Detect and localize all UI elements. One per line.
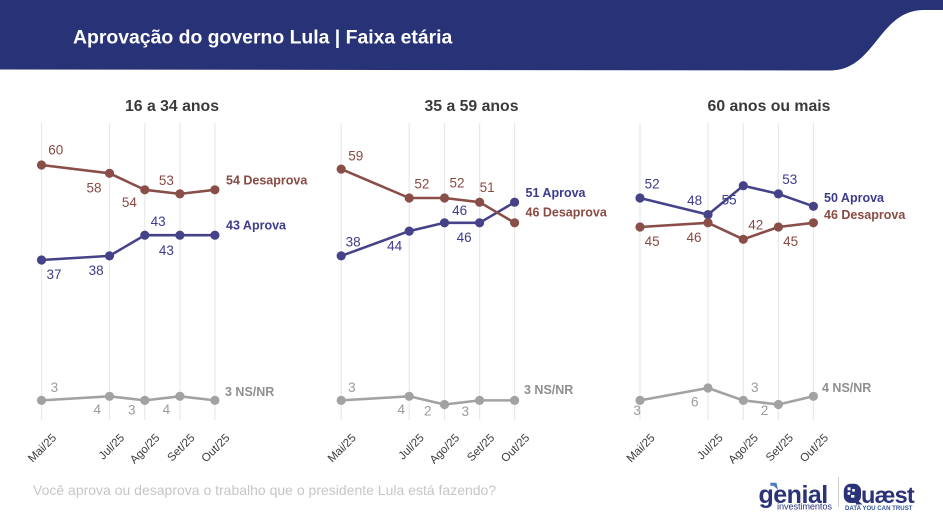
svg-text:45: 45 bbox=[645, 234, 660, 249]
svg-text:48: 48 bbox=[687, 193, 702, 208]
svg-text:3: 3 bbox=[633, 403, 641, 418]
svg-text:35 a 59 anos: 35 a 59 anos bbox=[425, 98, 519, 115]
svg-text:60: 60 bbox=[48, 143, 63, 158]
svg-text:4: 4 bbox=[397, 402, 405, 417]
svg-text:53: 53 bbox=[159, 173, 174, 188]
svg-text:46 Desaprova: 46 Desaprova bbox=[526, 206, 608, 220]
svg-text:51 Aprova: 51 Aprova bbox=[526, 186, 587, 200]
svg-text:4: 4 bbox=[163, 402, 171, 417]
svg-text:3 NS/NR: 3 NS/NR bbox=[225, 385, 274, 399]
svg-text:44: 44 bbox=[387, 238, 403, 253]
svg-text:46 Desaprova: 46 Desaprova bbox=[824, 208, 906, 222]
svg-text:3: 3 bbox=[348, 380, 356, 395]
svg-text:37: 37 bbox=[46, 267, 61, 282]
svg-text:3: 3 bbox=[128, 403, 136, 418]
svg-text:6: 6 bbox=[691, 394, 699, 409]
svg-text:3: 3 bbox=[751, 380, 759, 395]
svg-text:59: 59 bbox=[348, 149, 363, 164]
svg-text:DATA YOU CAN TRUST: DATA YOU CAN TRUST bbox=[845, 505, 913, 512]
svg-text:investimentos: investimentos bbox=[777, 502, 832, 512]
svg-text:16 a 34 anos: 16 a 34 anos bbox=[125, 98, 219, 115]
svg-text:54: 54 bbox=[122, 195, 138, 210]
svg-text:38: 38 bbox=[346, 235, 361, 250]
svg-text:51: 51 bbox=[480, 180, 495, 195]
svg-text:3: 3 bbox=[462, 404, 470, 419]
svg-text:38: 38 bbox=[89, 263, 104, 278]
svg-text:45: 45 bbox=[783, 234, 798, 249]
svg-text:43 Aprova: 43 Aprova bbox=[226, 219, 287, 233]
svg-text:3: 3 bbox=[51, 380, 59, 395]
svg-text:43: 43 bbox=[151, 214, 166, 229]
svg-text:46: 46 bbox=[686, 230, 701, 245]
svg-text:52: 52 bbox=[414, 177, 429, 192]
svg-text:genial: genial bbox=[759, 481, 828, 509]
svg-text:60 anos ou mais: 60 anos ou mais bbox=[708, 98, 831, 115]
svg-text:4: 4 bbox=[94, 402, 102, 417]
svg-text:4 NS/NR: 4 NS/NR bbox=[822, 381, 871, 395]
svg-text:58: 58 bbox=[86, 180, 101, 195]
svg-text:Aprovação do governo Lula | Fa: Aprovação do governo Lula | Faixa etária bbox=[73, 27, 453, 49]
svg-text:46: 46 bbox=[452, 203, 467, 218]
svg-text:52: 52 bbox=[449, 175, 464, 190]
svg-text:Você aprova ou desaprova o tra: Você aprova ou desaprova o trabalho que … bbox=[33, 482, 496, 498]
svg-text:42: 42 bbox=[748, 217, 763, 232]
svg-text:46: 46 bbox=[457, 230, 472, 245]
svg-text:3 NS/NR: 3 NS/NR bbox=[524, 383, 573, 397]
svg-text:50 Aprova: 50 Aprova bbox=[824, 191, 885, 205]
svg-text:53: 53 bbox=[782, 172, 797, 187]
svg-text:uæst: uæst bbox=[861, 482, 915, 508]
svg-text:54 Desaprova: 54 Desaprova bbox=[226, 173, 308, 187]
svg-text:2: 2 bbox=[761, 403, 769, 418]
svg-text:55: 55 bbox=[722, 192, 737, 207]
svg-text:2: 2 bbox=[424, 404, 432, 419]
svg-text:52: 52 bbox=[645, 177, 660, 192]
svg-text:43: 43 bbox=[159, 243, 174, 258]
